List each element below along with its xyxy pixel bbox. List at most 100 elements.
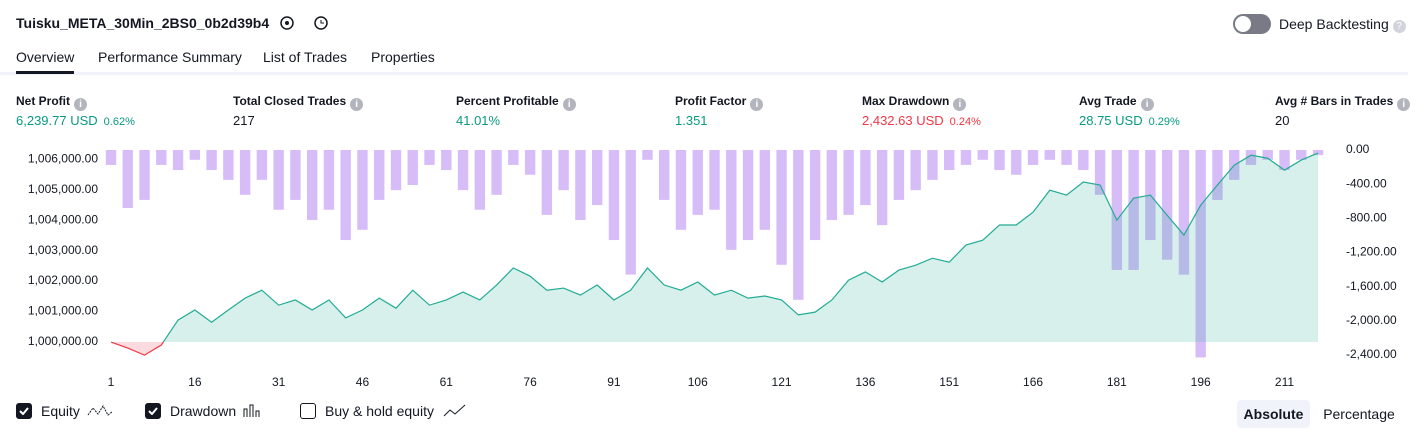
drawdown-bar xyxy=(306,150,318,220)
metric-value: 217 xyxy=(233,113,255,128)
drawdown-bar xyxy=(944,150,955,171)
metric-label-text: Avg Trade xyxy=(1079,94,1137,108)
x-tick-label: 151 xyxy=(939,375,959,389)
metric-label: Avg Trade i xyxy=(1079,94,1154,111)
drawdown-bar xyxy=(340,150,351,241)
drawdown-bar xyxy=(709,150,720,210)
drawdown-bar xyxy=(1262,150,1273,160)
drawdown-bar xyxy=(960,150,972,165)
drawdown-bar xyxy=(390,150,402,191)
drawdown-bar xyxy=(357,150,368,230)
drawdown-bar xyxy=(122,150,133,209)
metric-label-text: Percent Profitable xyxy=(456,94,559,108)
drawdown-bar xyxy=(1212,150,1223,200)
tab[interactable]: List of Trades xyxy=(263,49,348,65)
legend-buy-hold[interactable]: Buy & hold equity xyxy=(300,403,468,419)
x-tick-label: 1 xyxy=(108,375,115,389)
drawdown-bar xyxy=(239,150,251,195)
y-tick-label: 1,002,000.00 xyxy=(28,273,98,287)
y2-tick-label: -2,400.00 xyxy=(1346,347,1397,361)
drawdown-bar xyxy=(843,150,854,215)
view-mode-button[interactable]: Percentage xyxy=(1323,406,1395,422)
drawdown-bar xyxy=(139,150,150,200)
drawdown-bar xyxy=(491,150,502,195)
drawdown-bar xyxy=(1161,150,1173,260)
metric-value: 2,432.63 USD 0.24% xyxy=(862,113,981,128)
tab[interactable]: Performance Summary xyxy=(98,49,242,65)
y2-tick-label: -1,200.00 xyxy=(1346,245,1397,259)
x-tick-label: 211 xyxy=(1275,375,1294,389)
x-tick-label: 121 xyxy=(772,375,792,389)
drawdown-bar xyxy=(927,150,938,180)
metric-value: 1.351 xyxy=(675,113,708,128)
drawdown-bar xyxy=(726,150,737,250)
drawdown-bar xyxy=(608,150,620,241)
deep-backtesting-label: Deep Backtesting ? xyxy=(1279,16,1406,33)
drawdown-bar xyxy=(1094,150,1106,195)
legend-drawdown[interactable]: Drawdown xyxy=(145,403,266,419)
drawdown-bar xyxy=(625,150,636,275)
drawdown-bar xyxy=(659,150,670,200)
drawdown-bar xyxy=(692,150,703,215)
metric-value: 20 xyxy=(1275,113,1289,128)
drawdown-bar xyxy=(407,150,418,185)
header-icons[interactable] xyxy=(278,14,338,34)
y-tick-label: 1,005,000.00 xyxy=(28,182,98,196)
drawdown-bar xyxy=(793,150,804,300)
metric-value: 28.75 USD 0.29% xyxy=(1079,113,1180,128)
drawdown-bar xyxy=(508,150,519,165)
drawdown-bar xyxy=(105,150,117,165)
drawdown-bar xyxy=(558,150,569,191)
drawdown-bar xyxy=(541,150,553,215)
drawdown-bar xyxy=(1011,150,1022,175)
checkbox[interactable] xyxy=(145,403,161,419)
tab[interactable]: Properties xyxy=(371,49,435,65)
metric-value-text: 28.75 USD xyxy=(1079,113,1143,128)
legend-label: Equity xyxy=(41,403,80,419)
y-tick-label: 1,001,000.00 xyxy=(28,304,98,318)
drawdown-bar xyxy=(524,150,536,175)
x-tick-label: 91 xyxy=(607,375,621,389)
drawdown-bar xyxy=(809,150,821,241)
drawdown-bar xyxy=(223,150,234,180)
drawdown-bar xyxy=(826,150,838,220)
view-mode-button[interactable]: Absolute xyxy=(1237,400,1310,428)
drawdown-bar xyxy=(1111,150,1123,270)
drawdown-bar xyxy=(1061,150,1072,165)
tab[interactable]: Overview xyxy=(16,49,75,74)
drawdown-bar xyxy=(256,150,268,180)
y-tick-label: 1,003,000.00 xyxy=(28,243,98,257)
drawdown-bar xyxy=(156,150,167,165)
strategy-title: Tuisku_META_30Min_2BS0_0b2d39b4 xyxy=(16,15,270,31)
metric-value-text: 6,239.77 USD xyxy=(16,113,98,128)
drawdown-bar xyxy=(575,150,586,220)
drawdown-bar xyxy=(424,150,435,165)
metric-label-text: Total Closed Trades xyxy=(233,94,347,108)
checkbox[interactable] xyxy=(16,403,32,419)
metric-value-text: 20 xyxy=(1275,113,1290,128)
x-tick-label: 31 xyxy=(272,375,286,389)
x-tick-label: 136 xyxy=(855,375,875,389)
drawdown-bar xyxy=(1027,150,1039,165)
equity-fill xyxy=(111,153,1319,356)
x-tick-label: 76 xyxy=(523,375,537,389)
y-tick-label: 1,004,000.00 xyxy=(28,212,98,226)
metric-label: Percent Profitable i xyxy=(456,94,576,111)
x-tick-label: 16 xyxy=(188,375,202,389)
drawdown-bar xyxy=(675,150,687,230)
x-tick-label: 61 xyxy=(440,375,454,389)
drawdown-bar xyxy=(642,150,653,160)
metric-value: 41.01% xyxy=(456,113,500,128)
legend-equity[interactable]: Equity xyxy=(16,403,114,419)
metric-label-text: Avg # Bars in Trades xyxy=(1275,94,1394,108)
checkbox[interactable] xyxy=(300,403,316,419)
y2-tick-label: 0.00 xyxy=(1346,142,1370,156)
drawdown-bar xyxy=(759,150,771,230)
metric-value-text: 2,432.63 USD xyxy=(862,113,944,128)
drawdown-bar xyxy=(374,150,385,200)
drawdown-bar xyxy=(893,150,905,200)
metric-value: 6,239.77 USD 0.62% xyxy=(16,113,135,128)
deep-backtesting-toggle[interactable] xyxy=(1233,14,1271,34)
metric-value-text: 41.01% xyxy=(456,113,501,128)
drawdown-bar xyxy=(474,150,486,210)
